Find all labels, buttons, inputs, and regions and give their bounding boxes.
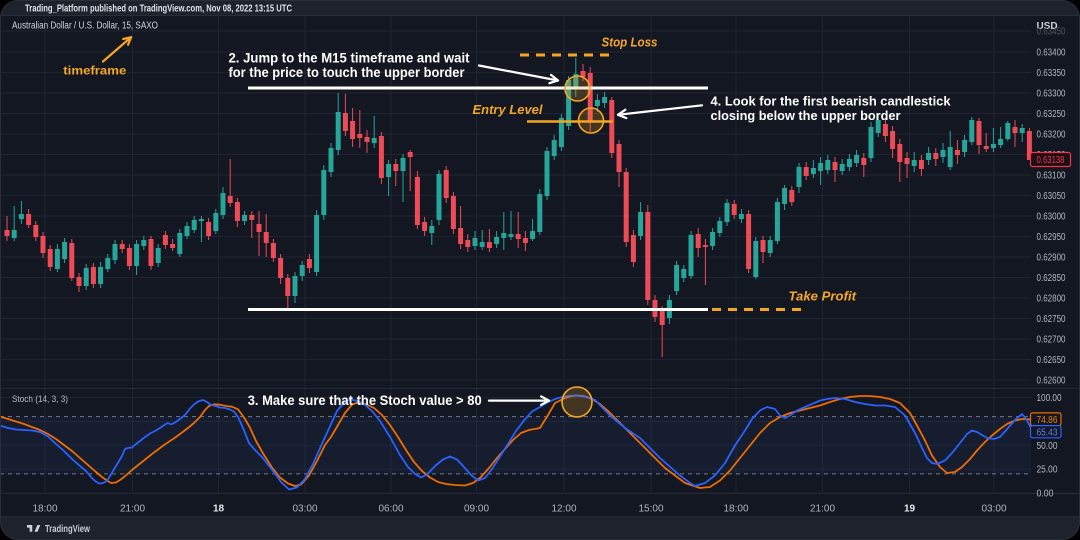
- svg-text:0.62950: 0.62950: [1037, 232, 1066, 243]
- svg-text:0.63138: 0.63138: [1037, 155, 1065, 166]
- svg-text:TradingView: TradingView: [45, 523, 91, 535]
- svg-text:100.00: 100.00: [1037, 393, 1062, 404]
- svg-text:3. Make sure that the Stoch va: 3. Make sure that the Stoch value > 80: [248, 392, 482, 408]
- svg-text:12:00: 12:00: [551, 504, 576, 515]
- svg-text:Australian Dollar / U.S. Dolla: Australian Dollar / U.S. Dollar, 15, SAX…: [12, 21, 158, 32]
- svg-text:0.62900: 0.62900: [1037, 253, 1066, 264]
- svg-text:18:00: 18:00: [32, 504, 57, 515]
- svg-text:0.63250: 0.63250: [1037, 109, 1066, 120]
- svg-text:0.63200: 0.63200: [1037, 130, 1066, 141]
- svg-text:Stoch (14, 3, 3): Stoch (14, 3, 3): [12, 394, 68, 405]
- svg-text:15:00: 15:00: [638, 504, 663, 515]
- svg-text:closing below the upper border: closing below the upper border: [711, 108, 901, 123]
- svg-text:0.62800: 0.62800: [1037, 294, 1066, 305]
- svg-text:Entry Level: Entry Level: [473, 103, 544, 117]
- svg-text:0.63400: 0.63400: [1037, 48, 1066, 59]
- svg-text:0.62750: 0.62750: [1037, 314, 1066, 325]
- svg-text:50.00: 50.00: [1037, 441, 1058, 452]
- svg-text:09:00: 09:00: [464, 504, 489, 515]
- svg-text:65.43: 65.43: [1037, 427, 1058, 438]
- svg-text:for the price to touch the upp: for the price to touch the upper border: [229, 64, 465, 80]
- svg-text:21:00: 21:00: [120, 504, 145, 515]
- svg-text:0.00: 0.00: [1037, 489, 1054, 500]
- svg-text:74.86: 74.86: [1037, 415, 1058, 426]
- svg-text:0.62600: 0.62600: [1037, 376, 1066, 387]
- svg-text:19: 19: [904, 504, 916, 515]
- svg-text:0.62850: 0.62850: [1037, 273, 1066, 284]
- svg-text:06:00: 06:00: [378, 504, 403, 515]
- svg-text:0.62650: 0.62650: [1037, 355, 1066, 366]
- svg-text:18: 18: [213, 504, 225, 515]
- svg-text:21:00: 21:00: [810, 504, 835, 515]
- svg-text:Trading_Platform published on: Trading_Platform published on TradingVie…: [25, 4, 292, 15]
- svg-text:0.63350: 0.63350: [1037, 68, 1066, 79]
- svg-text:0.63100: 0.63100: [1037, 171, 1066, 182]
- svg-text:0.63000: 0.63000: [1037, 212, 1066, 223]
- svg-text:0.62700: 0.62700: [1037, 335, 1066, 346]
- svg-text:Stop Loss: Stop Loss: [602, 35, 658, 49]
- svg-text:2. Jump to the M15 timeframe a: 2. Jump to the M15 timeframe and wait: [229, 50, 470, 66]
- svg-text:0.63050: 0.63050: [1037, 191, 1066, 202]
- svg-text:4. Look for the first bearish: 4. Look for the first bearish candlestic…: [711, 94, 952, 109]
- svg-text:0.63450: 0.63450: [1037, 27, 1066, 38]
- svg-text:timeframe: timeframe: [63, 63, 126, 77]
- svg-text:USD: USD: [1037, 21, 1058, 32]
- svg-text:03:00: 03:00: [981, 504, 1006, 515]
- svg-text:25.00: 25.00: [1037, 465, 1058, 476]
- svg-text:0.63300: 0.63300: [1037, 89, 1066, 100]
- svg-text:Take Profit: Take Profit: [789, 289, 857, 303]
- svg-text:18:00: 18:00: [723, 504, 748, 515]
- svg-text:03:00: 03:00: [292, 504, 317, 515]
